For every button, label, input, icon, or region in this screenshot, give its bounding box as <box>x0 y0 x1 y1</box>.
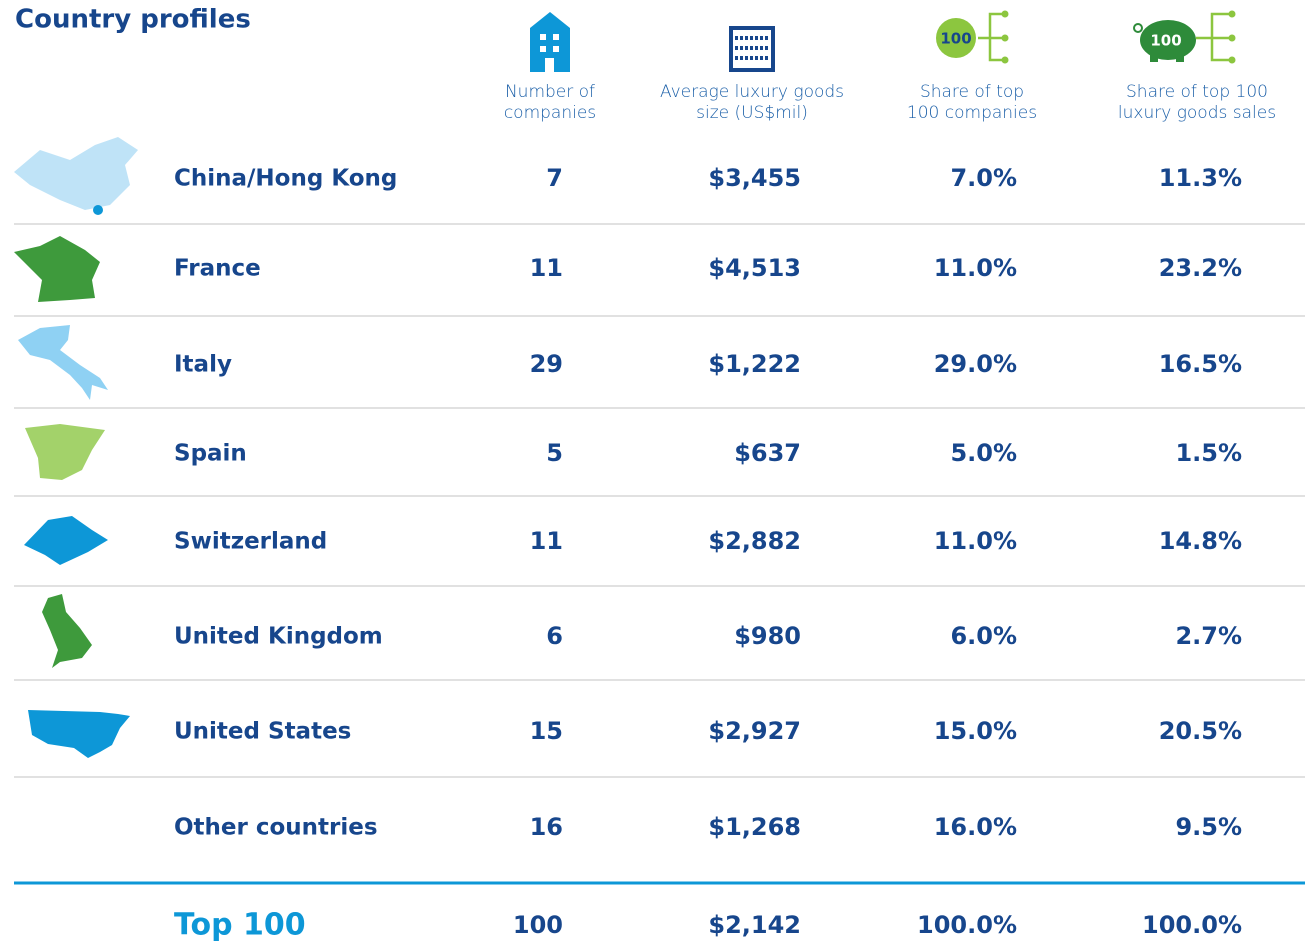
cell-value: $3,455 <box>708 164 801 192</box>
total-value: 100.0% <box>1142 911 1242 939</box>
column-header: Number of <box>505 82 595 102</box>
total-value: $2,142 <box>708 911 801 939</box>
cell-value: 11 <box>530 254 563 282</box>
column-header: Share of top <box>920 82 1024 102</box>
cell-value: 16 <box>530 813 563 841</box>
piggy-icon: 100 <box>1133 10 1236 64</box>
column-header: Share of top 100 <box>1126 82 1268 102</box>
cell-value: 20.5% <box>1159 717 1242 745</box>
column-header: size (US$mil) <box>696 103 808 123</box>
column-header: luxury goods sales <box>1118 103 1276 123</box>
map-usa <box>28 710 130 758</box>
country-name: Italy <box>174 352 232 378</box>
cell-value: 29.0% <box>934 350 1017 378</box>
cell-value: 11.0% <box>934 254 1017 282</box>
cell-value: 11.0% <box>934 527 1017 555</box>
country-name: France <box>174 256 261 282</box>
cell-value: 5.0% <box>950 439 1017 467</box>
cell-value: 11.3% <box>1159 164 1242 192</box>
country-name: Spain <box>174 441 247 467</box>
cell-value: $2,882 <box>708 527 801 555</box>
cell-value: 15.0% <box>934 717 1017 745</box>
map-uk <box>42 594 92 668</box>
cell-value: 16.5% <box>1159 350 1242 378</box>
building-icon <box>530 12 570 72</box>
cell-value: 6 <box>546 622 563 650</box>
cell-value: 1.5% <box>1175 439 1242 467</box>
column-header: Average luxury goods <box>660 82 844 102</box>
cell-value: 29 <box>530 350 563 378</box>
country-name: China/Hong Kong <box>174 166 397 192</box>
country-name: United Kingdom <box>174 624 383 650</box>
map-italy <box>18 325 108 400</box>
country-name: Other countries <box>174 815 378 841</box>
total-value: 100.0% <box>917 911 1017 939</box>
cell-value: $1,268 <box>708 813 801 841</box>
country-name: Switzerland <box>174 529 327 555</box>
cell-value: $4,513 <box>708 254 801 282</box>
title: Country profiles <box>15 5 251 35</box>
cell-value: $2,927 <box>708 717 801 745</box>
cell-value: $980 <box>734 622 801 650</box>
share-icon: 100 <box>936 10 1009 64</box>
cell-value: $1,222 <box>708 350 801 378</box>
icon-label: 100 <box>940 30 971 48</box>
total-value: 100 <box>513 911 563 939</box>
cell-value: 9.5% <box>1175 813 1242 841</box>
cell-value: 14.8% <box>1159 527 1242 555</box>
map-hk-dot <box>93 205 103 215</box>
cell-value: 11 <box>530 527 563 555</box>
cell-value: 6.0% <box>950 622 1017 650</box>
cell-value: 15 <box>530 717 563 745</box>
total-name: Top 100 <box>174 908 306 942</box>
map-switzerland <box>24 516 108 565</box>
map-france <box>14 236 100 302</box>
cell-value: 5 <box>546 439 563 467</box>
column-header: companies <box>504 103 596 123</box>
cell-value: 16.0% <box>934 813 1017 841</box>
cell-value: $637 <box>734 439 801 467</box>
abacus-icon <box>729 26 775 72</box>
map-china <box>14 137 138 210</box>
cell-value: 7 <box>546 164 563 192</box>
column-header: 100 companies <box>907 103 1037 123</box>
country-name: United States <box>174 719 351 745</box>
cell-value: 7.0% <box>950 164 1017 192</box>
cell-value: 23.2% <box>1159 254 1242 282</box>
map-spain <box>25 424 105 480</box>
cell-value: 2.7% <box>1175 622 1242 650</box>
icon-label: 100 <box>1150 32 1181 50</box>
